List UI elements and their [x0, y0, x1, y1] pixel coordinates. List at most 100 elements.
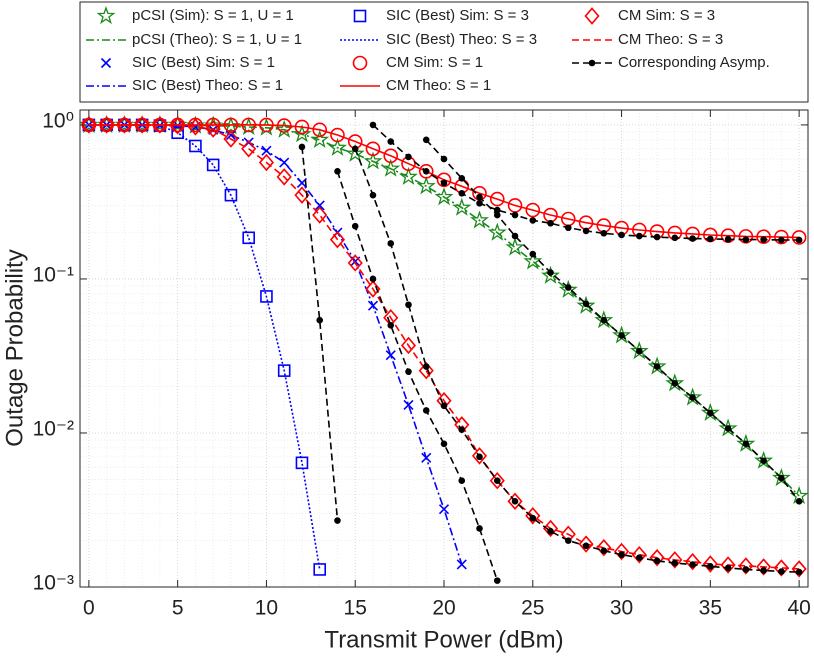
- marker: [653, 233, 661, 241]
- marker: [440, 155, 448, 163]
- marker: [631, 546, 647, 564]
- marker: [649, 548, 665, 567]
- marker: [671, 559, 679, 567]
- marker: [738, 557, 754, 575]
- marker: [403, 399, 414, 411]
- legend-label: CM Theo: S = 3: [618, 31, 723, 48]
- marker: [795, 568, 803, 576]
- marker: [369, 191, 377, 199]
- marker: [724, 235, 732, 243]
- marker: [707, 563, 714, 570]
- marker: [547, 219, 554, 227]
- y-tick-label: 10⁻²: [33, 418, 74, 441]
- marker: [493, 211, 501, 219]
- marker: [298, 143, 306, 151]
- marker: [383, 148, 399, 164]
- marker: [582, 227, 590, 235]
- x-tick-label: 15: [344, 597, 367, 620]
- legend-marker: [100, 57, 112, 69]
- plot-area: [80, 114, 808, 584]
- legend-marker: [96, 6, 116, 25]
- marker: [636, 554, 643, 561]
- marker: [81, 116, 97, 134]
- marker: [292, 124, 312, 143]
- marker: [525, 202, 541, 218]
- marker: [206, 158, 220, 172]
- legend-label: CM Theo: S = 1: [386, 77, 491, 94]
- x-tick-label: 30: [610, 597, 633, 620]
- marker: [582, 542, 590, 550]
- marker: [440, 179, 448, 187]
- marker: [330, 127, 345, 143]
- marker: [547, 269, 554, 276]
- marker: [312, 206, 328, 224]
- marker: [405, 368, 412, 375]
- marker: [724, 425, 732, 432]
- marker: [529, 217, 537, 224]
- marker: [760, 236, 767, 243]
- series-line: [88, 124, 800, 570]
- marker: [476, 199, 483, 207]
- x-tick-label: 0: [83, 597, 95, 620]
- x-tick-label: 5: [172, 597, 184, 620]
- marker: [671, 234, 679, 242]
- marker: [778, 568, 785, 575]
- marker: [116, 116, 132, 134]
- x-tick-label: 40: [787, 597, 810, 620]
- marker: [791, 560, 807, 578]
- x-tick-label: 35: [699, 597, 722, 620]
- legend-label: Corresponding Asymp.: [618, 54, 770, 71]
- marker: [541, 265, 560, 284]
- marker: [405, 301, 412, 309]
- marker: [756, 558, 772, 576]
- marker: [636, 347, 643, 355]
- legend-label: CM Sim: S = 3: [618, 7, 715, 24]
- marker: [564, 284, 572, 291]
- marker: [405, 153, 412, 161]
- marker: [458, 189, 466, 197]
- marker: [316, 316, 324, 324]
- marker: [707, 409, 714, 417]
- marker: [440, 440, 448, 448]
- marker: [276, 168, 292, 186]
- marker: [653, 557, 661, 565]
- marker: [329, 230, 346, 249]
- marker: [760, 457, 767, 465]
- legend-label: SIC (Best) Sim: S = 1: [132, 54, 275, 71]
- marker: [351, 222, 359, 230]
- marker: [260, 290, 273, 303]
- marker: [224, 188, 238, 202]
- marker: [742, 440, 750, 448]
- marker: [689, 561, 696, 568]
- marker: [618, 231, 625, 239]
- marker: [312, 122, 328, 138]
- marker: [795, 236, 803, 244]
- marker: [614, 542, 630, 561]
- marker: [558, 279, 578, 298]
- marker: [511, 211, 519, 219]
- y-tick-label: 10⁻³: [33, 572, 74, 595]
- marker: [547, 527, 554, 535]
- marker: [489, 471, 505, 490]
- marker: [387, 138, 395, 145]
- marker: [618, 551, 625, 559]
- marker: [511, 498, 519, 505]
- x-tick-label: 10: [255, 597, 278, 620]
- marker: [134, 116, 150, 134]
- marker: [489, 191, 505, 207]
- series-line: [88, 124, 321, 570]
- legend-label: SIC (Best) Theo: S = 3: [386, 31, 537, 48]
- legend-label: CM Sim: S = 1: [386, 54, 483, 71]
- marker: [511, 232, 519, 240]
- marker: [334, 517, 341, 524]
- marker: [596, 538, 612, 557]
- series-line: [301, 124, 800, 581]
- marker: [365, 280, 381, 298]
- x-axis-label: Transmit Power (dBm): [324, 626, 563, 653]
- legend-label: SIC (Best) Theo: S = 1: [132, 77, 283, 94]
- marker: [600, 547, 608, 555]
- marker: [582, 300, 590, 308]
- marker: [334, 167, 341, 175]
- marker: [724, 564, 732, 572]
